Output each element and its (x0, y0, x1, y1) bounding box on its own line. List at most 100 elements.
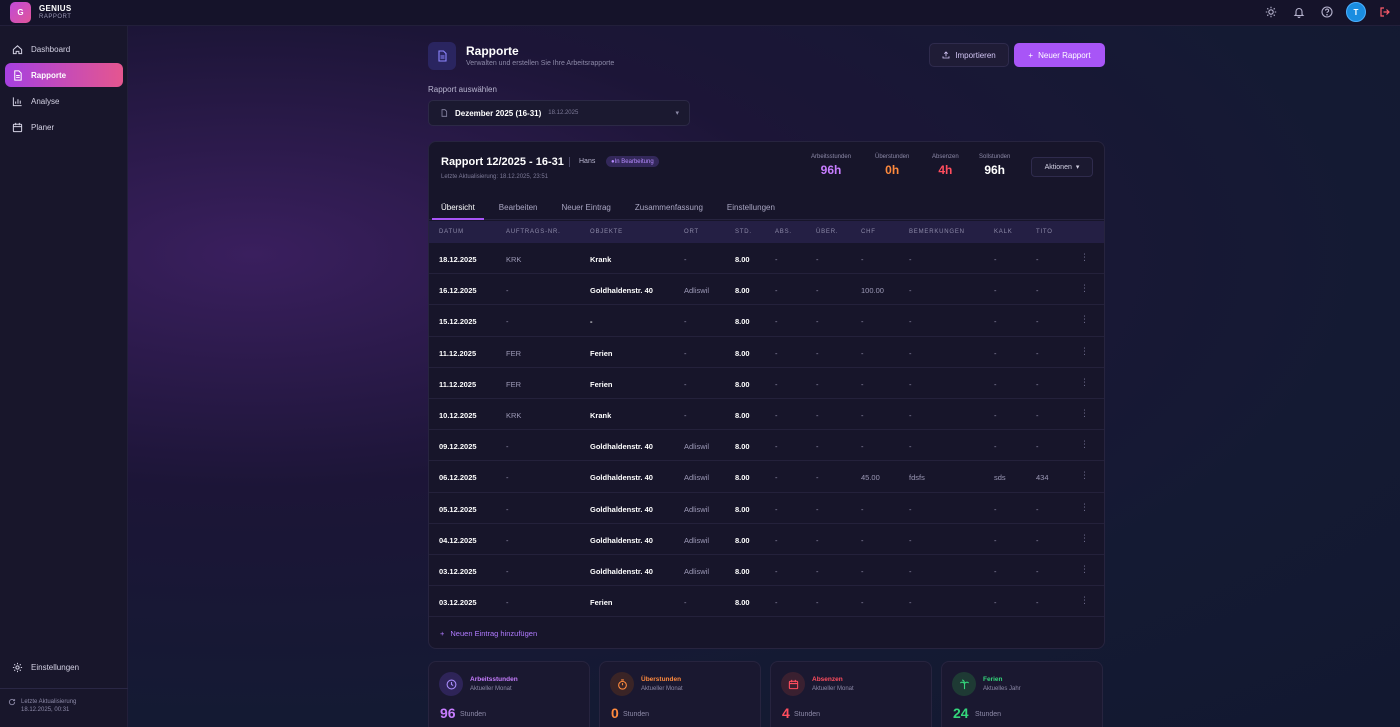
tab-uebersicht[interactable]: Übersicht (432, 198, 484, 220)
more-options-icon[interactable]: ⋮ (1080, 439, 1089, 450)
cell-tito: - (1036, 442, 1039, 452)
report-select[interactable]: Dezember 2025 (16-31) 18.12.2025 ▾ (428, 100, 690, 126)
more-options-icon[interactable]: ⋮ (1080, 470, 1089, 481)
column-header[interactable]: STD. (735, 229, 752, 235)
column-header[interactable]: OBJEKTE (590, 229, 623, 235)
sidebar-item-dashboard[interactable]: Dashboard (5, 37, 123, 61)
cell-kalk: - (994, 535, 997, 545)
upload-icon (942, 51, 950, 59)
sidebar-item-analyse[interactable]: Analyse (5, 89, 123, 113)
more-options-icon[interactable]: ⋮ (1080, 314, 1089, 325)
avatar[interactable]: T (1346, 2, 1366, 22)
cell-ort: - (684, 410, 687, 420)
status-badge-text: In Bearbeitung (614, 158, 654, 165)
actions-button[interactable]: Aktionen ▾ (1031, 157, 1093, 177)
cell-bemerkung: - (909, 442, 912, 452)
cell-bemerkung: - (909, 566, 912, 576)
cell-datum: 18.12.2025 (439, 255, 477, 264)
logout-icon[interactable] (1376, 3, 1394, 21)
table-row[interactable]: 06.12.2025 - Goldhaldenstr. 40 Adliswil 8.00… (429, 461, 1104, 493)
import-button[interactable]: Importieren (929, 43, 1009, 67)
table-row[interactable]: 04.12.2025 - Goldhaldenstr. 40 Adliswil 8.00… (429, 524, 1104, 555)
help-icon[interactable] (1318, 3, 1336, 21)
brand-logo: G (10, 2, 31, 23)
more-options-icon[interactable]: ⋮ (1080, 595, 1089, 606)
cell-datum: 11.12.2025 (439, 348, 477, 358)
cell-std: 8.00 (735, 598, 750, 608)
column-header[interactable]: DATUM (439, 229, 464, 235)
cell-kalk: - (994, 566, 997, 576)
tab-neuer-eintrag[interactable]: Neuer Eintrag (561, 203, 611, 212)
sidebar-item-planer[interactable]: Planer (5, 115, 123, 139)
palm-tree-icon (952, 672, 976, 696)
tab-bearbeiten[interactable]: Bearbeiten (498, 203, 538, 212)
cell-tito: - (1036, 504, 1039, 514)
table-row[interactable]: 11.12.2025 FER Ferien - 8.00 - - - - - - ⋮ (429, 368, 1104, 399)
sun-icon[interactable] (1262, 3, 1280, 21)
cell-tito: - (1036, 348, 1039, 358)
cell-ueber: - (816, 379, 819, 389)
table-row[interactable]: 03.12.2025 - Goldhaldenstr. 40 Adliswil 8.00… (429, 555, 1104, 587)
cell-std: 8.00 (735, 442, 750, 452)
cell-ueber: - (816, 535, 819, 545)
cell-abs: - (775, 473, 778, 483)
column-header[interactable]: BEMERKUNGEN (909, 229, 965, 235)
cell-datum: 03.12.2025 (439, 598, 477, 608)
table-row[interactable]: 10.12.2025 KRK Krank - 8.00 - - - - - - ⋮ (429, 399, 1104, 431)
tab-zusammenfassung[interactable]: Zusammenfassung (634, 203, 703, 212)
sidebar-item-rapporte[interactable]: Rapporte (5, 63, 123, 87)
bell-icon[interactable] (1290, 3, 1308, 21)
table-row[interactable]: 05.12.2025 - Goldhaldenstr. 40 Adliswil 8.00… (429, 493, 1104, 524)
more-options-icon[interactable]: ⋮ (1080, 283, 1089, 294)
cell-abs: - (775, 535, 778, 545)
table-row[interactable]: 09.12.2025 - Goldhaldenstr. 40 Adliswil 8.00… (429, 430, 1104, 462)
more-options-icon[interactable]: ⋮ (1080, 532, 1089, 543)
cell-kalk: - (994, 598, 997, 608)
column-header[interactable]: ORT (684, 229, 699, 235)
sidebar-nav: Dashboard Rapporte Analyse Planer (5, 37, 123, 141)
cell-ort: - (684, 317, 687, 327)
cell-ueber: - (816, 566, 819, 576)
cell-kalk: - (994, 504, 997, 514)
new-report-label: Neuer Rapport (1038, 50, 1091, 60)
more-options-icon[interactable]: ⋮ (1080, 252, 1089, 262)
cell-std: 8.00 (735, 379, 750, 389)
tab-einstellungen[interactable]: Einstellungen (726, 203, 775, 212)
table-row[interactable]: 15.12.2025 - - - 8.00 - - - - - - ⋮ (429, 305, 1104, 337)
brand[interactable]: G GENIUS RAPPORT (10, 2, 71, 23)
cell-tito: - (1036, 566, 1039, 576)
more-options-icon[interactable]: ⋮ (1080, 407, 1089, 418)
plus-icon: + (440, 629, 445, 638)
divider (569, 157, 570, 167)
column-header[interactable]: TITO (1036, 229, 1053, 235)
more-options-icon[interactable]: ⋮ (1080, 563, 1089, 574)
cell-kalk: sds (994, 473, 1006, 483)
cell-abs: - (775, 504, 778, 514)
new-report-button[interactable]: + Neuer Rapport (1014, 43, 1105, 67)
cell-tito: 434 (1036, 473, 1049, 483)
table-row[interactable]: 11.12.2025 FER Ferien - 8.00 - - - - - - ⋮ (429, 337, 1104, 368)
cell-tito: - (1036, 286, 1039, 296)
cell-ort: Adliswil (684, 473, 710, 483)
column-header[interactable]: KALK (994, 229, 1013, 235)
add-entry-link[interactable]: + Neuen Eintrag hinzufügen (440, 629, 537, 638)
table-row[interactable]: 03.12.2025 - Ferien - 8.00 - - - - - - ⋮ (429, 586, 1104, 618)
sidebar-item-settings[interactable]: Einstellungen (12, 662, 79, 673)
cell-ueber: - (816, 317, 819, 327)
cell-auftrag: - (506, 473, 509, 483)
more-options-icon[interactable]: ⋮ (1080, 376, 1089, 387)
cell-auftrag: - (506, 504, 509, 514)
cell-datum: 15.12.2025 (439, 317, 477, 327)
cell-datum: 04.12.2025 (439, 535, 477, 545)
table-row[interactable]: 18.12.2025 KRK Krank - 8.00 - - - - - - ⋮ (429, 243, 1104, 275)
column-header[interactable]: AUFTRAGS-NR. (506, 229, 561, 235)
cell-ueber: - (816, 255, 819, 264)
column-header[interactable]: ABS. (775, 229, 792, 235)
stat-value: 96h (820, 163, 842, 177)
table-row[interactable]: 16.12.2025 - Goldhaldenstr. 40 Adliswil 8.00… (429, 274, 1104, 306)
column-header[interactable]: CHF (861, 229, 876, 235)
column-header[interactable]: ÜBER. (816, 229, 839, 235)
more-options-icon[interactable]: ⋮ (1080, 501, 1089, 512)
more-options-icon[interactable]: ⋮ (1080, 345, 1089, 356)
cell-ort: - (684, 255, 687, 264)
